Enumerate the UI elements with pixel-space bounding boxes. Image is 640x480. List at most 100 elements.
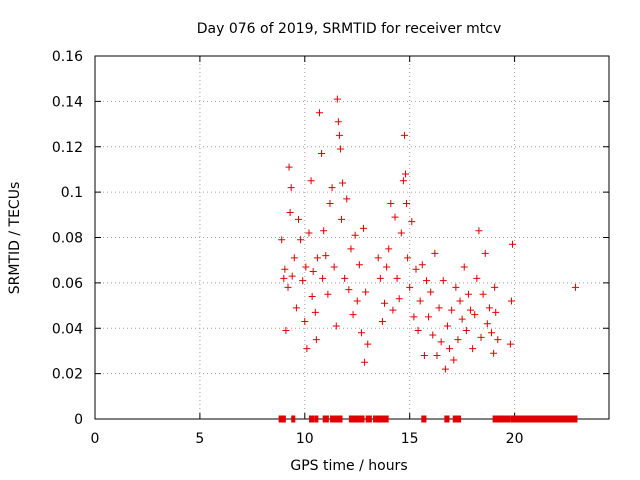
- data-point: [335, 131, 343, 139]
- data-point: [360, 224, 368, 232]
- zero-sample-run: [330, 415, 343, 423]
- data-point: [391, 213, 399, 221]
- data-point: [307, 177, 315, 185]
- data-point: [301, 317, 309, 325]
- data-point: [332, 322, 340, 330]
- data-point: [328, 184, 336, 192]
- data-point: [347, 245, 355, 253]
- data-point: [297, 236, 305, 244]
- data-point: [433, 351, 441, 359]
- data-point: [456, 297, 464, 305]
- data-point: [278, 236, 286, 244]
- chart-title: Day 076 of 2019, SRMTID for receiver mtc…: [197, 21, 502, 37]
- data-point: [322, 252, 330, 260]
- x-axis-label: GPS time / hours: [290, 458, 407, 474]
- data-points: [278, 95, 579, 373]
- data-point: [339, 179, 347, 187]
- data-point: [292, 304, 300, 312]
- data-point: [446, 345, 454, 353]
- data-point: [408, 218, 416, 226]
- data-point: [362, 288, 370, 296]
- zero-sample-run: [510, 415, 578, 423]
- x-tick-label: 0: [91, 431, 100, 447]
- data-point: [448, 306, 456, 314]
- zero-sample-run: [452, 415, 462, 423]
- data-point: [385, 245, 393, 253]
- data-point: [383, 263, 391, 271]
- data-point: [507, 297, 515, 305]
- zero-sample-run: [291, 415, 296, 423]
- x-tick-label: 15: [401, 431, 419, 447]
- data-point: [485, 304, 493, 312]
- y-axis-label: SRMTID / TECUs: [7, 182, 23, 295]
- data-point: [349, 311, 357, 319]
- data-point: [458, 315, 466, 323]
- zero-sample-run: [348, 415, 365, 423]
- data-point: [492, 308, 500, 316]
- data-point: [381, 299, 389, 307]
- data-point: [376, 274, 384, 282]
- data-point: [387, 199, 395, 207]
- data-point: [469, 345, 477, 353]
- axis-ticks: 0 5 10 15 20 0 0.02 0.04 0.06 0.08 0.1 0.12 0.14 0.16: [52, 49, 609, 447]
- data-point: [467, 306, 475, 314]
- data-point: [284, 283, 292, 291]
- data-point: [404, 254, 412, 262]
- data-point: [311, 308, 319, 316]
- data-point: [477, 333, 485, 341]
- data-point: [305, 229, 313, 237]
- data-point: [334, 118, 342, 126]
- data-point: [338, 215, 346, 223]
- zero-sample-run: [314, 415, 319, 423]
- zero-sample-run: [444, 415, 450, 423]
- y-tick-label: 0: [74, 412, 83, 428]
- zero-sample-run: [492, 415, 511, 423]
- data-point: [324, 290, 332, 298]
- data-point: [452, 283, 460, 291]
- y-tick-label: 0.04: [52, 321, 83, 337]
- data-point: [403, 199, 411, 207]
- y-tick-label: 0.08: [52, 231, 83, 247]
- data-point: [571, 283, 579, 291]
- data-point: [401, 170, 409, 178]
- data-point: [357, 329, 365, 337]
- data-point: [412, 265, 420, 273]
- data-point: [410, 313, 418, 321]
- data-point: [494, 336, 502, 344]
- data-point: [431, 249, 439, 257]
- data-point: [460, 263, 468, 271]
- data-point: [326, 199, 334, 207]
- data-point: [427, 288, 435, 296]
- data-point: [308, 292, 316, 300]
- data-point: [425, 313, 433, 321]
- data-point: [309, 268, 317, 276]
- data-point: [475, 227, 483, 235]
- data-point: [299, 277, 307, 285]
- data-point: [364, 340, 372, 348]
- zero-sample-run: [278, 415, 286, 423]
- x-tick-label: 5: [195, 431, 204, 447]
- data-point: [399, 177, 407, 185]
- data-point: [439, 277, 447, 285]
- data-point: [418, 261, 426, 269]
- y-tick-label: 0.06: [52, 276, 83, 292]
- data-point: [336, 145, 344, 153]
- data-point: [355, 261, 363, 269]
- data-point: [280, 274, 288, 282]
- data-point: [351, 231, 359, 239]
- y-tick-label: 0.1: [61, 185, 83, 201]
- data-point: [441, 365, 449, 373]
- data-point: [483, 320, 491, 328]
- zero-sample-run: [373, 415, 389, 423]
- data-point: [471, 311, 479, 319]
- data-point: [481, 249, 489, 257]
- y-tick-label: 0.14: [52, 94, 83, 110]
- data-point: [429, 331, 437, 339]
- data-point: [287, 184, 295, 192]
- data-point: [414, 327, 422, 335]
- zero-sample-run: [322, 415, 329, 423]
- y-tick-label: 0.16: [52, 49, 83, 65]
- data-point: [454, 336, 462, 344]
- data-point: [353, 297, 361, 305]
